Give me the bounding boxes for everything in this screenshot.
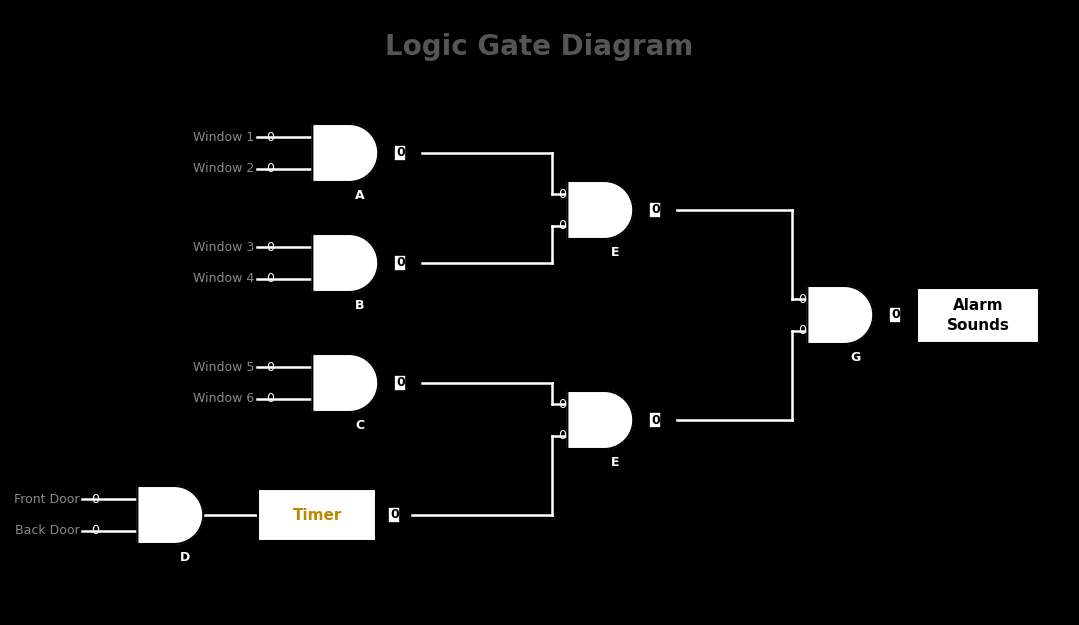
Text: 0: 0 bbox=[798, 293, 806, 306]
Text: 0: 0 bbox=[651, 414, 659, 426]
Polygon shape bbox=[568, 181, 633, 239]
Text: E: E bbox=[611, 246, 619, 259]
Text: Front Door: Front Door bbox=[14, 493, 80, 506]
Text: E: E bbox=[611, 456, 619, 469]
Text: Window 6: Window 6 bbox=[193, 392, 255, 405]
Text: 0: 0 bbox=[396, 146, 405, 159]
Text: A: A bbox=[355, 189, 365, 202]
Text: Window 1: Window 1 bbox=[193, 131, 255, 144]
Text: D: D bbox=[180, 551, 190, 564]
Polygon shape bbox=[807, 286, 873, 344]
FancyBboxPatch shape bbox=[258, 489, 377, 541]
Text: 0: 0 bbox=[396, 376, 405, 389]
Text: 0: 0 bbox=[92, 493, 99, 506]
Text: 0: 0 bbox=[267, 361, 274, 374]
Text: 0: 0 bbox=[92, 524, 99, 537]
Text: 0: 0 bbox=[396, 256, 405, 269]
Text: Window 3: Window 3 bbox=[193, 241, 255, 254]
Text: Alarm: Alarm bbox=[953, 299, 1003, 314]
Text: 0: 0 bbox=[798, 324, 806, 337]
Text: G: G bbox=[850, 351, 860, 364]
Text: 0: 0 bbox=[267, 162, 274, 175]
FancyBboxPatch shape bbox=[917, 288, 1039, 342]
Text: 0: 0 bbox=[558, 429, 566, 442]
Polygon shape bbox=[312, 354, 379, 412]
Text: Window 2: Window 2 bbox=[193, 162, 255, 175]
Text: Timer: Timer bbox=[292, 508, 342, 522]
Text: 0: 0 bbox=[390, 509, 398, 521]
Text: 0: 0 bbox=[558, 188, 566, 201]
Polygon shape bbox=[137, 486, 203, 544]
Text: Window 5: Window 5 bbox=[193, 361, 255, 374]
Text: 0: 0 bbox=[558, 219, 566, 232]
Polygon shape bbox=[568, 391, 633, 449]
Text: 0: 0 bbox=[891, 309, 900, 321]
Polygon shape bbox=[312, 124, 379, 182]
Text: 0: 0 bbox=[267, 131, 274, 144]
Text: 0: 0 bbox=[267, 241, 274, 254]
Text: Window 4: Window 4 bbox=[193, 272, 255, 285]
Text: B: B bbox=[355, 299, 365, 312]
Text: 0: 0 bbox=[558, 398, 566, 411]
Text: Logic Gate Diagram: Logic Gate Diagram bbox=[385, 33, 694, 61]
Text: 0: 0 bbox=[267, 272, 274, 285]
Text: Sounds: Sounds bbox=[947, 318, 1010, 332]
Polygon shape bbox=[312, 234, 379, 292]
Text: 0: 0 bbox=[267, 392, 274, 405]
Text: 0: 0 bbox=[651, 204, 659, 216]
Text: C: C bbox=[355, 419, 365, 432]
Text: Back Door: Back Door bbox=[15, 524, 80, 537]
